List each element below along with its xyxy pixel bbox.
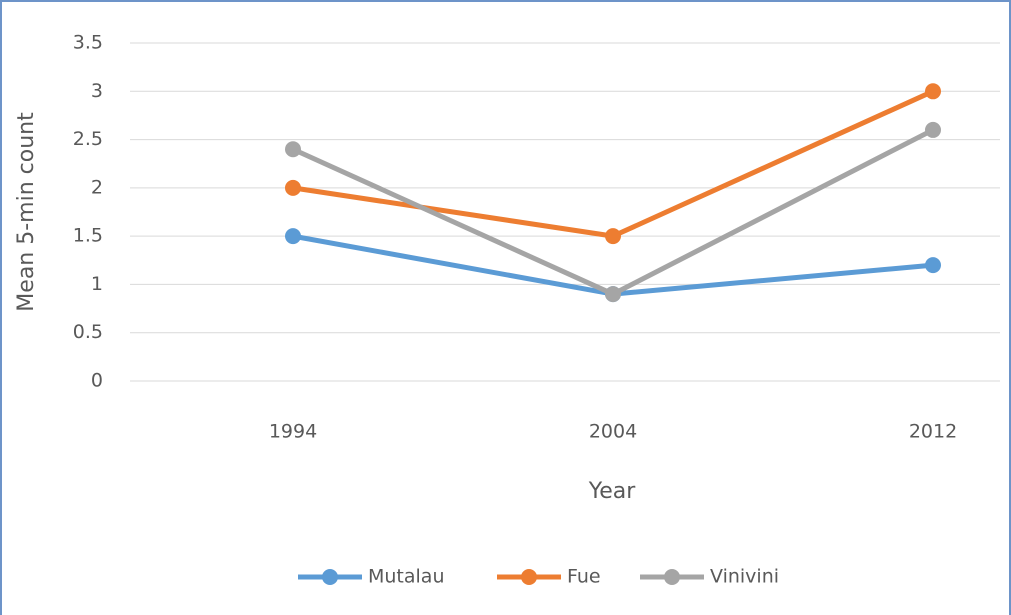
- y-tick-label: 0: [91, 370, 103, 392]
- legend-label: Mutalau: [368, 566, 445, 588]
- data-point: [285, 179, 301, 196]
- y-tick-label: 0.5: [73, 321, 103, 343]
- legend-swatch-marker: [664, 569, 680, 585]
- x-tick-label: 2004: [589, 421, 637, 443]
- data-point: [285, 228, 301, 245]
- legend-label: Vinivini: [710, 566, 779, 588]
- y-tick-label: 1: [91, 273, 103, 295]
- y-tick-label: 1.5: [73, 225, 103, 247]
- y-tick-label: 3: [91, 80, 103, 102]
- y-tick-label: 3.5: [73, 32, 103, 54]
- legend-swatch-marker: [322, 569, 338, 585]
- data-point: [605, 228, 621, 245]
- x-tick-label: 1994: [269, 421, 317, 443]
- data-point: [605, 286, 621, 303]
- legend-swatch-marker: [521, 569, 537, 585]
- data-point: [925, 83, 941, 100]
- x-tick-label: 2012: [909, 421, 957, 443]
- y-axis-label: Mean 5-min count: [14, 112, 39, 312]
- legend-label: Fue: [567, 566, 601, 588]
- x-axis-label: Year: [588, 479, 637, 504]
- data-point: [925, 121, 941, 138]
- y-tick-label: 2: [91, 176, 103, 198]
- y-tick-label: 2.5: [73, 128, 103, 150]
- data-point: [925, 257, 941, 274]
- data-point: [285, 141, 301, 158]
